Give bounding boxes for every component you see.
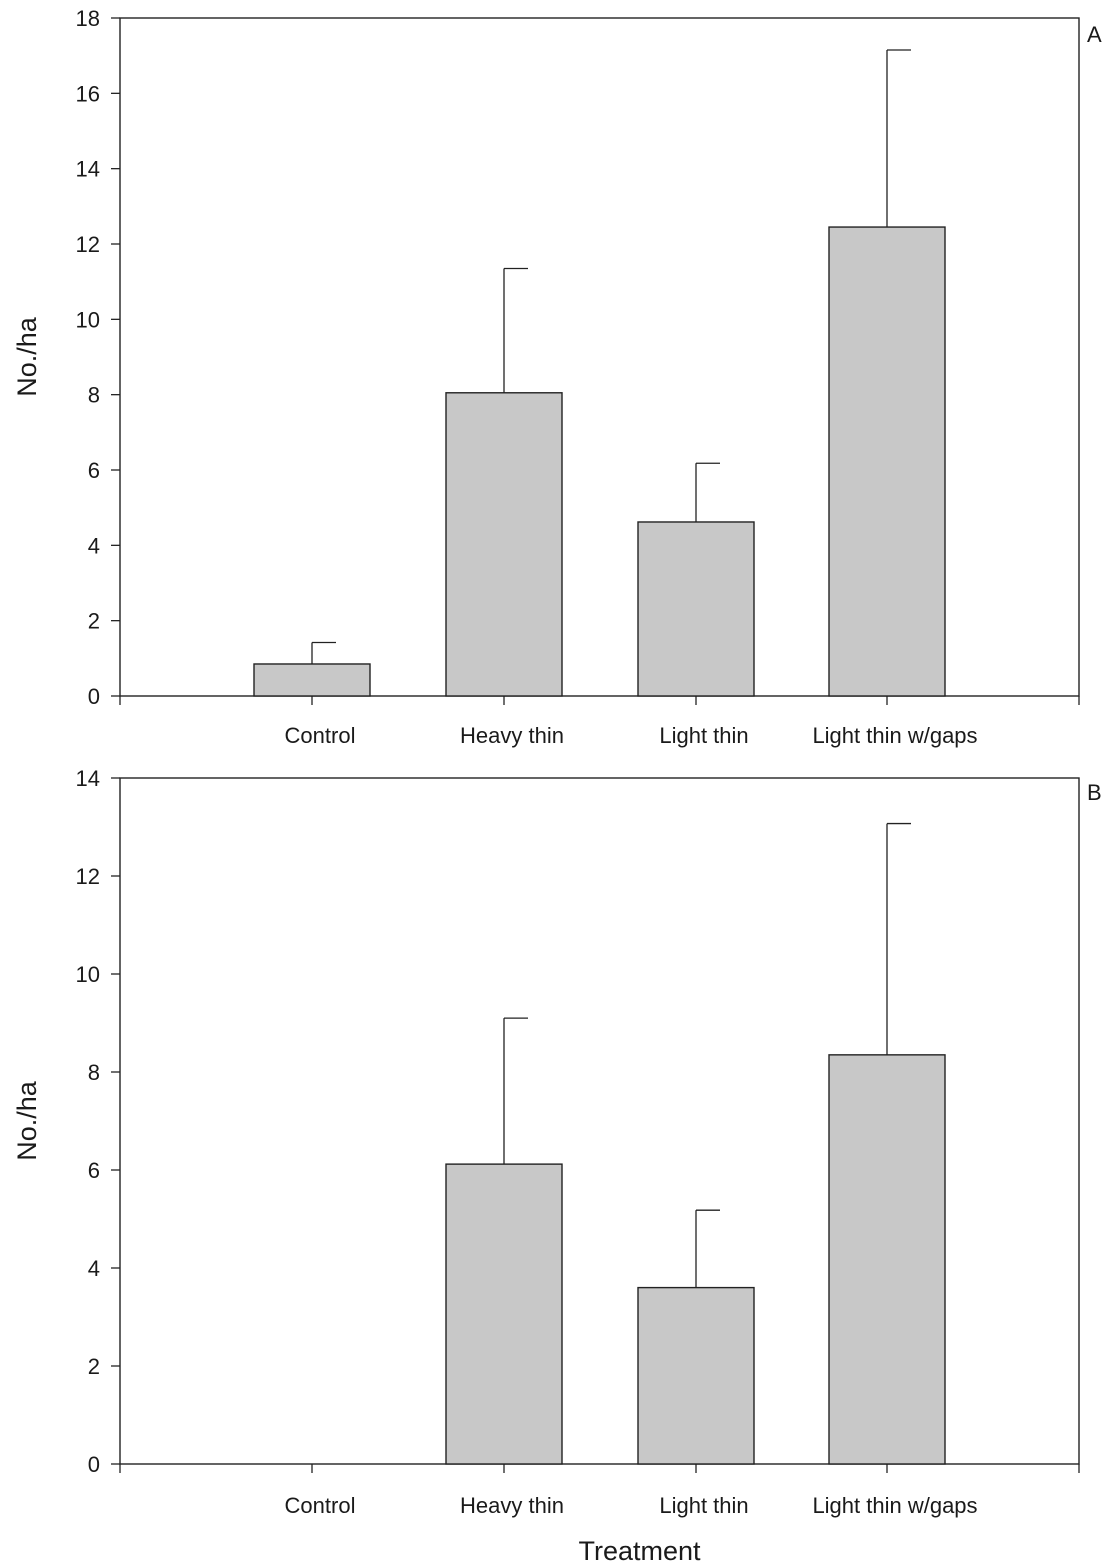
y-tick-label: 6 [88, 1158, 100, 1183]
y-tick-label: 4 [88, 1256, 100, 1281]
bar-light-thin [637, 521, 755, 697]
y-tick-label: 12 [76, 864, 100, 889]
y-tick-label: 18 [76, 6, 100, 31]
y-tick-label: 14 [76, 766, 100, 791]
chart-panel-a: 0 2 4 6 8 10 12 14 16 18 Control Heavy thin Light th… [12, 6, 1102, 748]
y-axis-title: No./ha [12, 316, 42, 397]
y-tick-label: 8 [88, 1060, 100, 1085]
bar-light-thin-w-gaps [828, 1054, 946, 1465]
y-tick-label: 2 [88, 609, 100, 634]
plot-frame [119, 17, 1080, 697]
x-category-label: Light thin w/gaps [812, 723, 977, 748]
x-category-label: Control [285, 723, 356, 748]
y-tick-label: 10 [76, 307, 100, 332]
y-tick-label: 2 [88, 1354, 100, 1379]
bar-light-thin [637, 1286, 755, 1465]
y-tick-label: 8 [88, 383, 100, 408]
bar-control [253, 663, 371, 697]
x-category-label: Heavy thin [460, 723, 564, 748]
y-axis-title: No./ha [12, 1080, 42, 1161]
y-tick-label: 10 [76, 962, 100, 987]
x-category-label: Light thin w/gaps [812, 1493, 977, 1518]
x-category-label: Control [285, 1493, 356, 1518]
chart-panel-b: 0 2 4 6 8 10 12 14 Control Heavy thin Light thin Li… [12, 766, 1102, 1566]
y-tick-label: 14 [76, 157, 100, 182]
bar-light-thin-w-gaps [828, 226, 946, 697]
panel-label: B [1087, 780, 1102, 805]
x-category-label: Light thin [659, 723, 748, 748]
x-category-label: Light thin [659, 1493, 748, 1518]
y-tick-label: 0 [88, 1452, 100, 1477]
y-tick-label: 4 [88, 533, 100, 558]
bar-heavy-thin [445, 392, 563, 697]
y-tick-label: 6 [88, 458, 100, 483]
plot-frame [119, 777, 1080, 1465]
panel-label: A [1087, 22, 1102, 47]
x-axis-title: Treatment [578, 1536, 701, 1566]
y-tick-label: 12 [76, 232, 100, 257]
bar-heavy-thin [445, 1163, 563, 1465]
y-tick-label: 0 [88, 684, 100, 709]
y-tick-label: 16 [76, 81, 100, 106]
x-category-label: Heavy thin [460, 1493, 564, 1518]
